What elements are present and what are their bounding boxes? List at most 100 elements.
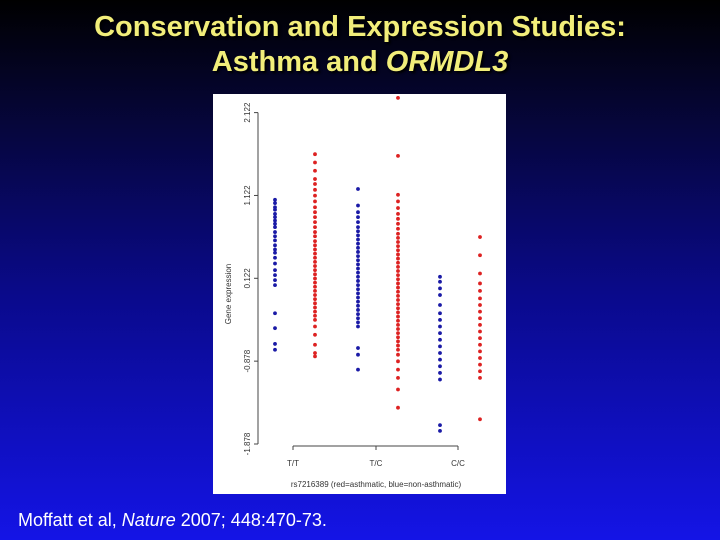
scatter-chart: 2.122 1.122 0.122 -0.878 -1.878 T/T T/C C/C Ge…: [224, 95, 482, 489]
non-asthmatic-point: [273, 261, 277, 266]
non-asthmatic-point: [273, 326, 277, 331]
asthmatic-point: [313, 177, 317, 181]
asthmatic-point: [313, 354, 317, 359]
asthmatic-point: [478, 356, 482, 360]
x-ticks: T/T T/C C/C: [287, 446, 465, 468]
non-asthmatic-point: [273, 234, 277, 239]
non-asthmatic-point: [273, 311, 277, 316]
asthmatic-point: [313, 168, 317, 173]
non-asthmatic-point: [356, 312, 360, 316]
non-asthmatic-point: [273, 283, 277, 287]
asthmatic-point: [313, 193, 317, 198]
non-asthmatic-point: [356, 291, 360, 296]
y-axis-label: Gene expression: [224, 264, 233, 324]
non-asthmatic-point: [438, 303, 442, 307]
asthmatic-point: [313, 293, 317, 297]
asthmatic-point: [396, 244, 400, 249]
non-asthmatic-point: [438, 357, 442, 362]
non-asthmatic-point: [273, 255, 277, 260]
asthmatic-point: [396, 199, 400, 204]
asthmatic-point: [313, 259, 317, 264]
asthmatic-point: [478, 369, 482, 374]
asthmatic-point: [478, 336, 482, 341]
y-tick-label: -1.878: [243, 432, 252, 455]
non-asthmatic-point: [356, 203, 360, 208]
non-asthmatic-point: [356, 270, 360, 275]
non-asthmatic-point: [356, 258, 360, 263]
asthmatic-point: [313, 284, 317, 289]
asthmatic-point: [313, 160, 317, 165]
y-ticks: 2.122 1.122 0.122 -0.878 -1.878: [243, 102, 258, 455]
asthmatic-point: [313, 251, 317, 256]
non-asthmatic-point: [356, 229, 360, 234]
x-tick-label: T/T: [287, 459, 299, 468]
non-asthmatic-point: [356, 287, 360, 292]
asthmatic-point: [313, 199, 317, 204]
asthmatic-point: [478, 322, 482, 327]
asthmatic-point: [313, 243, 317, 248]
asthmatic-point: [478, 417, 482, 422]
non-asthmatic-point: [438, 377, 442, 382]
asthmatic-point: [396, 405, 400, 410]
asthmatic-point: [396, 260, 400, 265]
asthmatic-point: [313, 305, 317, 310]
asthmatic-point: [478, 271, 482, 276]
asthmatic-point: [313, 324, 317, 329]
asthmatic-point: [396, 327, 400, 331]
non-asthmatic-point: [356, 245, 360, 250]
non-asthmatic-point: [438, 317, 442, 322]
asthmatic-point: [313, 317, 317, 322]
non-asthmatic-point: [273, 207, 277, 212]
title-gene-name: ORMDL3: [385, 46, 509, 78]
asthmatic-point: [396, 359, 400, 364]
asthmatic-point: [396, 231, 400, 236]
non-asthmatic-point: [356, 299, 360, 304]
non-asthmatic-point: [273, 243, 277, 248]
non-asthmatic-point: [438, 286, 442, 291]
non-asthmatic-point: [356, 308, 360, 312]
non-asthmatic-point: [273, 238, 277, 243]
non-asthmatic-point: [438, 274, 442, 279]
non-asthmatic-point: [356, 279, 360, 283]
non-asthmatic-point: [356, 295, 360, 300]
asthmatic-point: [313, 210, 317, 215]
asthmatic-point: [313, 280, 317, 285]
non-asthmatic-point: [438, 423, 442, 428]
non-asthmatic-point: [273, 247, 277, 252]
non-asthmatic-point: [356, 241, 360, 246]
non-asthmatic-point: [356, 303, 360, 308]
non-asthmatic-point: [356, 237, 360, 242]
citation-authors: Moffatt et al,: [18, 510, 122, 530]
asthmatic-point: [313, 205, 317, 210]
chart-panel: 2.122 1.122 0.122 -0.878 -1.878 T/T T/C C/C Ge…: [213, 94, 506, 494]
non-asthmatic-point: [356, 187, 360, 191]
non-asthmatic-point: [438, 279, 442, 284]
y-tick-label: 2.122: [243, 102, 252, 123]
non-asthmatic-point: [273, 215, 277, 220]
title-line-2-prefix: Asthma and: [211, 46, 386, 78]
non-asthmatic-point: [356, 215, 360, 220]
asthmatic-point: [396, 269, 400, 273]
asthmatic-point: [396, 387, 400, 392]
non-asthmatic-point: [273, 211, 277, 216]
asthmatic-point: [396, 235, 400, 240]
non-asthmatic-point: [356, 316, 360, 321]
asthmatic-point: [396, 206, 400, 210]
non-asthmatic-point: [273, 278, 277, 283]
asthmatic-point: [396, 281, 400, 286]
asthmatic-point: [313, 182, 317, 186]
non-asthmatic-point: [356, 324, 360, 329]
non-asthmatic-point: [273, 250, 277, 255]
asthmatic-point: [396, 375, 400, 380]
asthmatic-point: [396, 240, 400, 244]
asthmatic-point: [396, 211, 400, 216]
non-asthmatic-point: [273, 218, 277, 223]
non-asthmatic-point: [273, 347, 277, 352]
non-asthmatic-point: [438, 324, 442, 329]
non-asthmatic-point: [356, 220, 360, 225]
non-asthmatic-point: [356, 274, 360, 279]
asthmatic-point: [313, 264, 317, 268]
asthmatic-point: [478, 349, 482, 354]
y-tick-label: 1.122: [243, 185, 252, 206]
non-asthmatic-point: [438, 429, 442, 433]
